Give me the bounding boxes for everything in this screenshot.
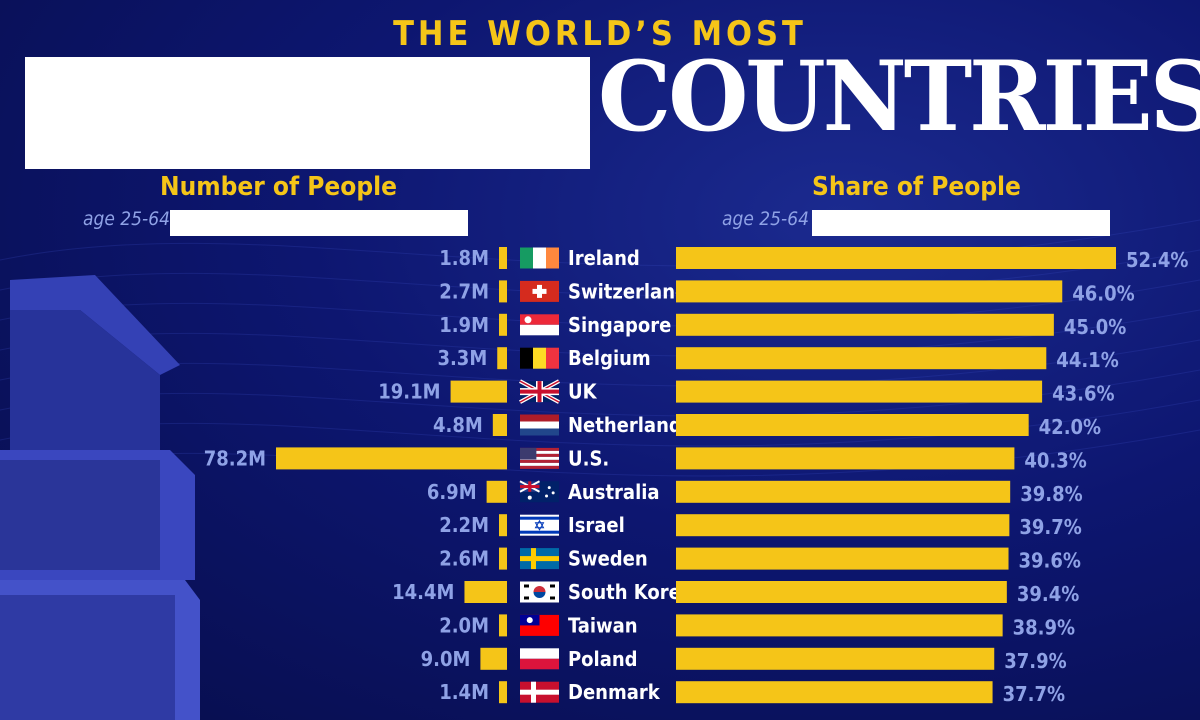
right-bar-label: 52.4% [1126,248,1188,272]
right-bar [676,380,1043,403]
left-bar-label: 2.6M [439,547,489,571]
country-label: Israel [568,513,625,537]
right-bar [676,280,1063,303]
right-bar-label: 39.8% [1020,482,1082,506]
country-label: Australia [568,480,660,504]
books-illustration [0,275,200,720]
right-bar-label: 37.9% [1004,649,1066,673]
left-bar-label: 1.8M [439,246,489,270]
country-label: Sweden [568,547,648,571]
left-panel-subtitle: age 25-64 [83,208,170,230]
right-bar [676,681,993,704]
left-bar-label: 14.4M [392,580,454,604]
right-bar [676,581,1007,603]
country-label: Ireland [568,246,640,270]
belgium-flag-icon [520,347,559,369]
left-bar [486,480,507,503]
country-label: UK [568,380,598,404]
israel-flag-icon [520,514,559,536]
left-bar-label: 3.3M [437,346,487,370]
ireland-flag-icon [520,247,559,269]
right-bar-label: 39.7% [1019,515,1081,539]
redacted-title-block [25,57,590,169]
right-panel-title: Share of People [812,172,1021,202]
left-bar [499,313,507,336]
netherlands-flag-icon [520,414,559,436]
right-bar [676,647,995,670]
right-bar-label: 40.3% [1024,448,1086,472]
taiwan-flag-icon [520,614,559,636]
left-bar-label: 2.7M [439,279,489,303]
right-bar [676,247,1116,269]
left-bar [499,514,507,537]
country-label: U.S. [568,446,609,470]
left-bar [499,247,507,269]
singapore-flag-icon [520,314,559,336]
right-bar-label: 45.0% [1064,315,1126,339]
right-bar [676,614,1003,637]
left-bar [499,681,507,704]
left-bar [499,280,507,303]
left-bar-label: 9.0M [421,647,471,671]
right-bar [676,347,1047,370]
uk-flag-icon [519,379,560,404]
right-bar [676,547,1009,570]
country-label: South Korea [568,580,693,604]
country-label: Singapore [568,313,671,337]
country-label: Poland [568,647,638,671]
right-bar-label: 39.4% [1017,582,1079,606]
south-korea-flag-icon [520,581,559,603]
right-bar [676,414,1029,436]
right-bar-label: 44.1% [1056,348,1118,372]
left-panel-title: Number of People [160,172,397,202]
title-countries: COUNTRIES [598,39,1200,153]
left-bar [492,414,507,436]
left-bar [464,581,507,603]
right-bar-label: 37.7% [1003,682,1065,706]
right-bar-label: 46.0% [1072,281,1134,305]
right-bar [676,514,1010,537]
poland-flag-icon [520,648,559,670]
left-bar [499,614,507,637]
left-bar [497,347,507,370]
switzerland-flag-icon [520,280,559,302]
left-bar [276,447,507,470]
left-bar-label: 78.2M [204,446,266,470]
left-bar [480,647,507,670]
us-flag-icon [520,447,559,469]
left-bar-label: 2.2M [439,513,489,537]
right-bar [676,480,1011,503]
left-bar-label: 4.8M [433,413,483,437]
country-label: Denmark [568,680,661,704]
country-label: Taiwan [568,613,638,637]
sweden-flag-icon [520,548,559,570]
australia-flag-icon [519,480,559,503]
right-bar [676,313,1054,336]
left-bar [450,380,507,403]
right-bar-label: 42.0% [1039,415,1101,439]
right-bar-label: 39.6% [1019,549,1081,573]
country-label: Netherlands [568,413,692,437]
right-bar-label: 43.6% [1052,382,1114,406]
title-kicker: THE WORLD’S MOST [393,14,807,54]
left-bar-label: 2.0M [439,613,489,637]
left-bar-label: 6.9M [427,480,477,504]
denmark-flag-icon [520,681,559,703]
right-bar-label: 38.9% [1013,615,1075,639]
left-bar-label: 19.1M [378,380,440,404]
left-bar-label: 1.4M [439,680,489,704]
right-bar [676,447,1015,470]
redacted-right-subtitle [812,210,1110,236]
country-label: Belgium [568,346,651,370]
country-label: Switzerland [568,279,688,303]
right-panel-subtitle: age 25-64 [722,208,809,230]
redacted-left-subtitle [170,210,468,236]
left-bar [499,547,507,570]
left-bar-label: 1.9M [439,313,489,337]
